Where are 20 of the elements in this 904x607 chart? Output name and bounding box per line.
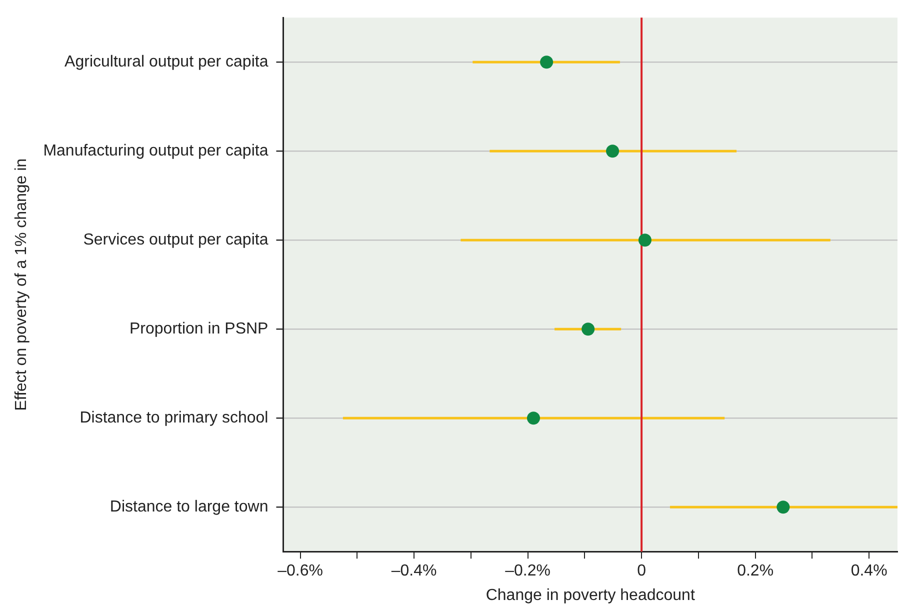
point — [638, 234, 652, 247]
x-axis-title: Change in poverty headcount — [486, 586, 696, 604]
y-tick-label: Services output per capita — [83, 232, 268, 249]
x-tick-label: –0.2% — [505, 562, 550, 580]
y-tick-label: Distance to large town — [110, 498, 268, 516]
point — [526, 412, 540, 425]
x-tick-label: –0.6% — [278, 562, 323, 580]
y-tick-label: Manufacturing output per capita — [43, 142, 268, 160]
y-tick-label: Distance to primary school — [80, 410, 268, 427]
point — [606, 144, 620, 158]
point — [582, 322, 595, 336]
x-tick-label: 0.4% — [850, 562, 888, 580]
x-tick-label: 0 — [637, 562, 646, 580]
y-tick-label: Agricultural output per capita — [64, 54, 268, 71]
x-tick-label: –0.4% — [391, 562, 437, 580]
x-tick-label: 0.2% — [737, 562, 774, 580]
y-axis-title: Effect on poverty of a 1% change in — [13, 158, 30, 411]
point — [540, 56, 554, 69]
point — [776, 500, 790, 514]
y-tick-label: Proportion in PSNP — [129, 320, 268, 338]
